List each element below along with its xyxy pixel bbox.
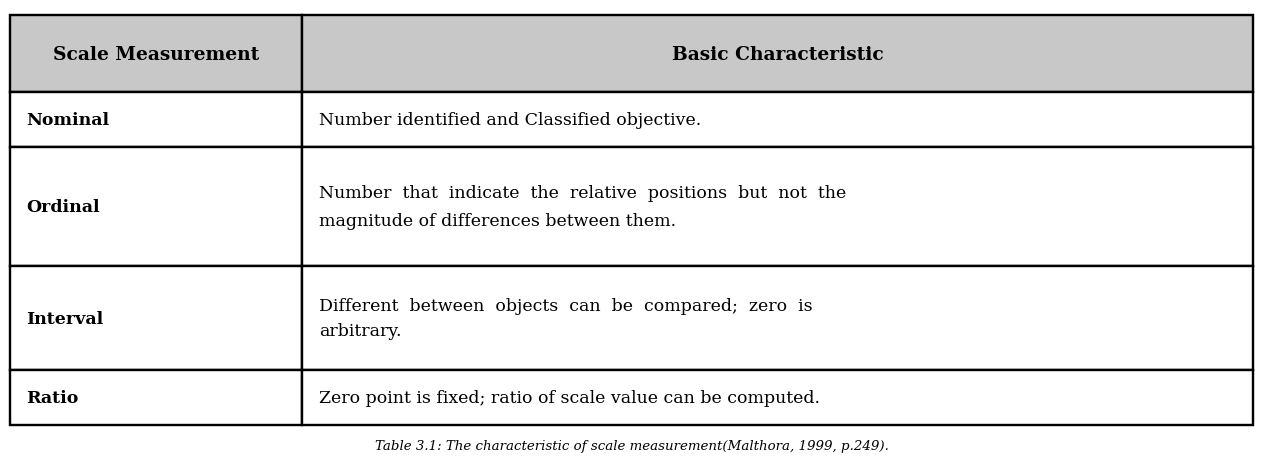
Text: Ordinal: Ordinal bbox=[27, 199, 100, 216]
Bar bbox=[302, 16, 1253, 93]
Bar bbox=[10, 16, 302, 93]
Text: Interval: Interval bbox=[27, 310, 104, 327]
Bar bbox=[302, 267, 1253, 370]
Text: Scale Measurement: Scale Measurement bbox=[53, 46, 259, 63]
Text: Different  between  objects  can  be  compared;  zero  is: Different between objects can be compare… bbox=[318, 298, 812, 315]
Text: arbitrary.: arbitrary. bbox=[318, 322, 402, 339]
Text: Basic Characteristic: Basic Characteristic bbox=[672, 46, 883, 63]
Bar bbox=[10, 370, 302, 426]
Text: Number identified and Classified objective.: Number identified and Classified objecti… bbox=[318, 112, 701, 129]
Bar bbox=[10, 148, 302, 267]
Text: Number  that  indicate  the  relative  positions  but  not  the: Number that indicate the relative positi… bbox=[318, 185, 846, 202]
Bar bbox=[10, 267, 302, 370]
Bar bbox=[302, 93, 1253, 148]
Text: Table 3.1: The characteristic of scale measurement(Malthora, 1999, p.249).: Table 3.1: The characteristic of scale m… bbox=[375, 439, 888, 452]
Bar bbox=[302, 148, 1253, 267]
Text: magnitude of differences between them.: magnitude of differences between them. bbox=[318, 213, 676, 230]
Text: Nominal: Nominal bbox=[27, 112, 110, 129]
Bar bbox=[302, 370, 1253, 426]
Text: Ratio: Ratio bbox=[27, 390, 78, 406]
Text: Zero point is fixed; ratio of scale value can be computed.: Zero point is fixed; ratio of scale valu… bbox=[318, 390, 820, 406]
Bar bbox=[10, 93, 302, 148]
